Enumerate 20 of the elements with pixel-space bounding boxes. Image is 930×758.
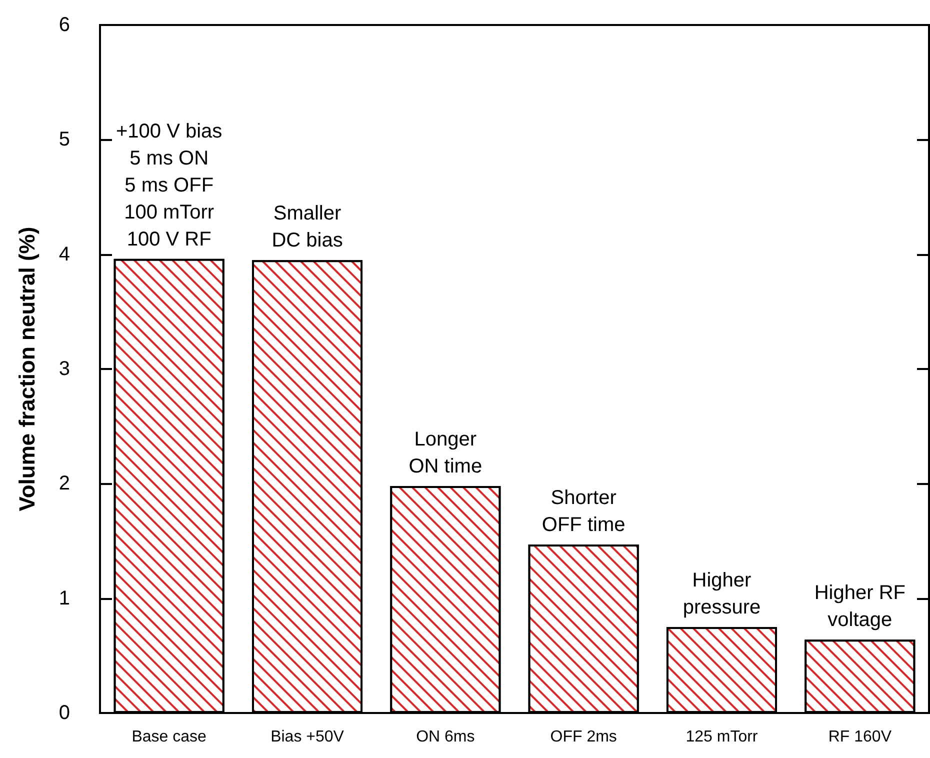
annotation: +100 V bias 5 ms ON 5 ms OFF 100 mTorr 100 V RF [116, 120, 222, 250]
y-tick-label: 4 [58, 243, 70, 266]
y-tick-label: 3 [58, 358, 70, 380]
y-tick-label: 1 [58, 587, 70, 610]
annotation: Smaller DC bias [272, 202, 343, 252]
x-tick-label: ON 6ms [416, 728, 475, 746]
x-tick-label: OFF 2ms [550, 728, 617, 746]
x-tick-label: Bias +50V [270, 728, 344, 746]
y-tick-label: 5 [58, 128, 70, 151]
y-tick-label: 2 [58, 472, 70, 495]
x-tick-label: Base case [132, 728, 207, 746]
annotation: Higher RF voltage [814, 582, 906, 632]
y-tick-label: 6 [58, 14, 70, 36]
y-tick-label: 0 [58, 702, 70, 724]
x-tick-label: 125 mTorr [686, 728, 758, 746]
annotation: Longer ON time [408, 428, 482, 478]
annotation: Higher pressure [682, 570, 761, 618]
x-tick-label: RF 160V [828, 728, 892, 746]
annotation: Shorter OFF time [542, 486, 626, 536]
y-axis-title: Volume fraction neutral (%) [14, 226, 40, 512]
